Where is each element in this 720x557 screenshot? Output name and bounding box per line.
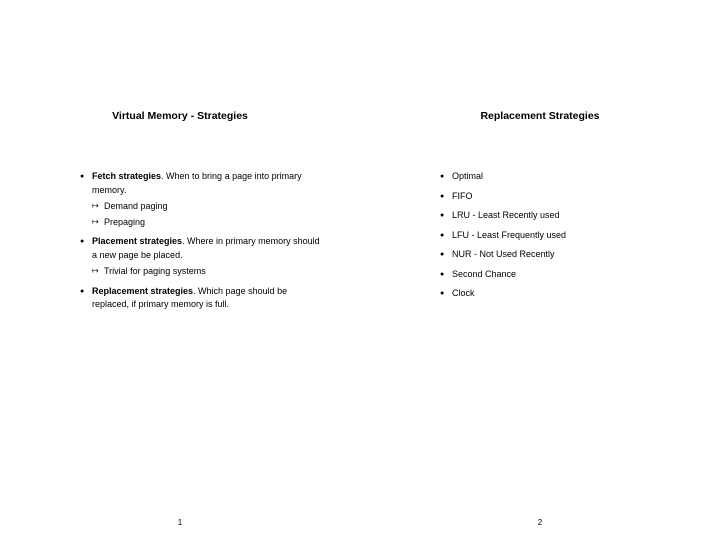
list-item: LRU - Least Recently used [440,209,680,223]
slide-right-title: Replacement Strategies [390,110,690,122]
page-number-left: 1 [0,518,360,527]
slide-right-content: Optimal FIFO LRU - Least Recently used L… [390,170,690,301]
list-item: Fetch strategies. When to bring a page i… [80,170,320,229]
list-item: Optimal [440,170,680,184]
sub-item: Demand paging [92,200,320,214]
list-item: Second Chance [440,268,680,282]
list-item: Placement strategies. Where in primary m… [80,235,320,279]
left-list: Fetch strategies. When to bring a page i… [80,170,320,312]
list-item: NUR - Not Used Recently [440,248,680,262]
sub-item: Prepaging [92,216,320,230]
slide-left-title: Virtual Memory - Strategies [30,110,330,122]
sub-list: Trivial for paging systems [92,265,320,279]
slide-right: Replacement Strategies Optimal FIFO LRU … [360,0,720,557]
slide-left: Virtual Memory - Strategies Fetch strate… [0,0,360,557]
right-list: Optimal FIFO LRU - Least Recently used L… [440,170,680,301]
list-item: Clock [440,287,680,301]
page-number-right: 2 [360,518,720,527]
sub-list: Demand paging Prepaging [92,200,320,229]
slide-left-content: Fetch strategies. When to bring a page i… [30,170,330,312]
item-bold: Replacement strategies [92,286,193,296]
list-item: LFU - Least Frequently used [440,229,680,243]
list-item: FIFO [440,190,680,204]
sub-item: Trivial for paging systems [92,265,320,279]
list-item: Replacement strategies. Which page shoul… [80,285,320,312]
item-bold: Fetch strategies [92,171,161,181]
item-bold: Placement strategies [92,236,182,246]
